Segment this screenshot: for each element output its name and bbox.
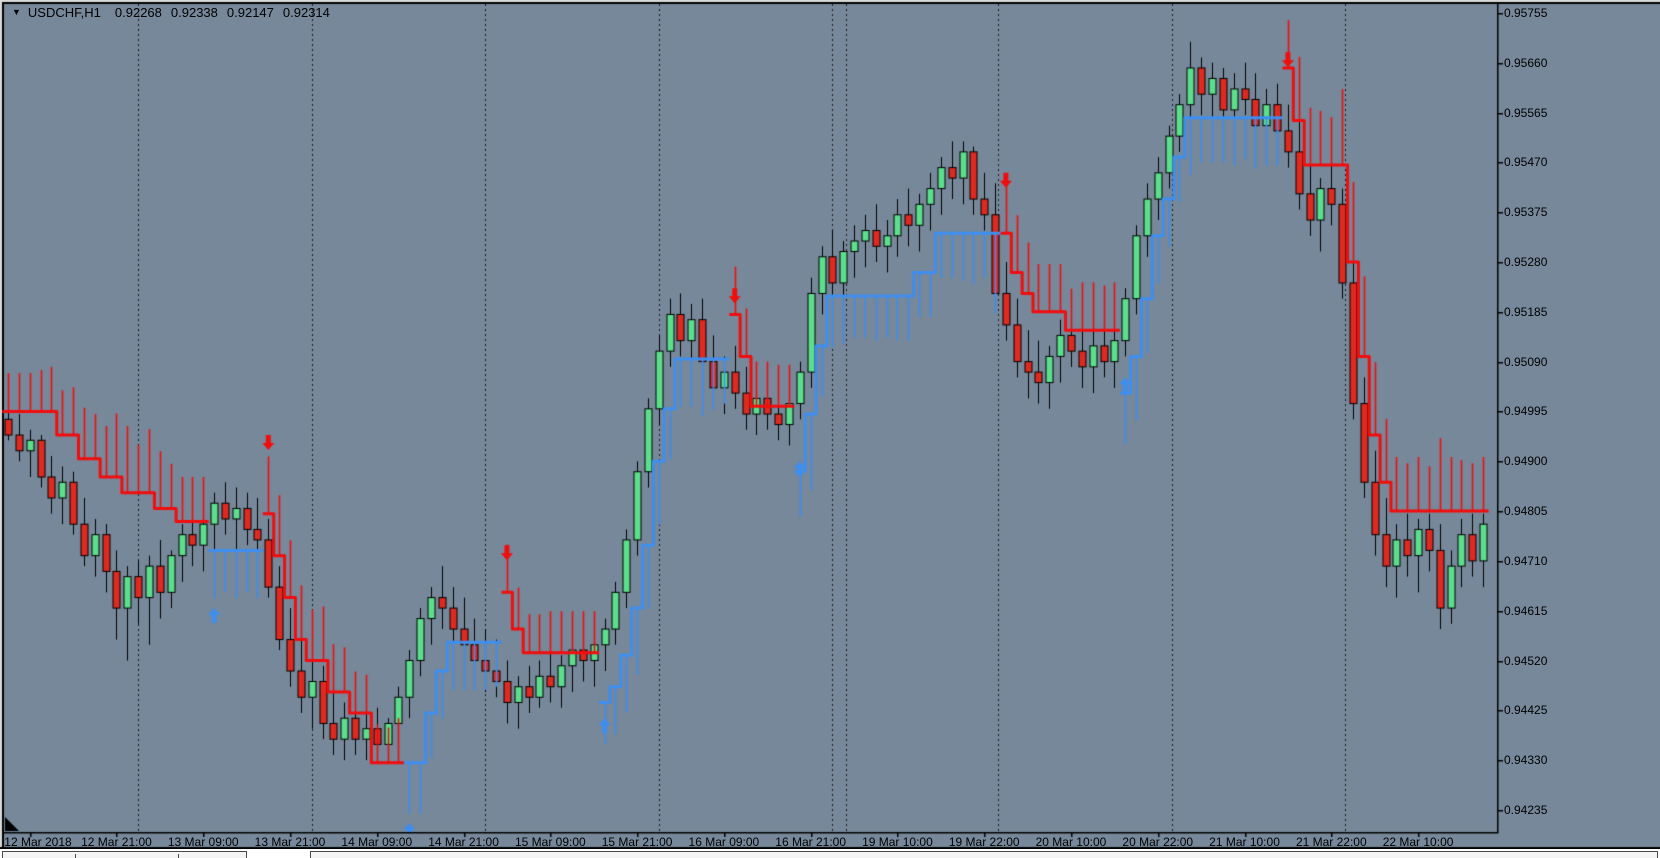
- low-price-label: 0.92147: [226, 5, 274, 20]
- docked-panel-strip: [0, 849, 1660, 858]
- price-axis-label: 0.95185: [1504, 304, 1548, 319]
- time-axis-label: 16 Mar 09:00: [688, 835, 760, 849]
- price-axis-label: 0.95375: [1504, 205, 1548, 220]
- time-axis-label: 20 Mar 10:00: [1035, 835, 1107, 849]
- price-axis-label: 0.94425: [1504, 703, 1548, 718]
- time-axis-label: 12 Mar 21:00: [81, 835, 152, 849]
- price-axis-label: 0.94615: [1504, 603, 1548, 618]
- high-price-label: 0.92338: [170, 5, 218, 20]
- time-axis-label: 21 Mar 10:00: [1209, 835, 1280, 849]
- time-axis-label: 22 Mar 10:00: [1382, 835, 1454, 849]
- time-axis-label: 12 Mar 2018: [4, 835, 72, 849]
- time-axis-label: 20 Mar 22:00: [1122, 835, 1194, 849]
- price-axis-label: 0.94710: [1504, 553, 1548, 568]
- price-axis-label: 0.95470: [1504, 155, 1548, 170]
- close-price-label: 0.92314: [282, 5, 330, 20]
- time-axis-label: 15 Mar 21:00: [601, 835, 673, 849]
- price-axis-label: 0.95755: [1504, 5, 1548, 20]
- docked-panel-left-edge[interactable]: [2, 851, 247, 858]
- time-axis-label: 16 Mar 21:00: [775, 835, 847, 849]
- symbol-period-label: USDCHF,H1: [27, 5, 101, 20]
- panel-divider: [178, 854, 179, 858]
- time-axis-label: 14 Mar 09:00: [341, 835, 413, 849]
- price-axis-label: 0.95660: [1504, 55, 1548, 70]
- time-axis-label: 13 Mar 09:00: [167, 835, 239, 849]
- price-axis-label: 0.94805: [1504, 504, 1548, 519]
- time-axis-label: 13 Mar 21:00: [254, 835, 326, 849]
- chart-title: ▼ USDCHF,H1 0.92268 0.92338 0.92147 0.92…: [12, 5, 339, 20]
- price-axis-label: 0.95090: [1504, 354, 1548, 369]
- price-axis-label: 0.94235: [1504, 802, 1548, 817]
- price-axis-label: 0.94900: [1504, 454, 1548, 469]
- time-axis-label: 19 Mar 10:00: [862, 835, 933, 849]
- chart-dropdown-icon[interactable]: ▼: [12, 6, 21, 17]
- price-axis-label: 0.95565: [1504, 105, 1548, 120]
- panel-divider: [75, 854, 76, 858]
- time-axis-label: 21 Mar 22:00: [1295, 835, 1367, 849]
- price-axis-label: 0.94330: [1504, 753, 1548, 768]
- price-axis-label: 0.94520: [1504, 653, 1548, 668]
- docked-panel-right-edge[interactable]: [310, 851, 1658, 858]
- time-axis-label: 15 Mar 09:00: [514, 835, 586, 849]
- price-axis-label: 0.94995: [1504, 404, 1548, 419]
- time-axis-label: 19 Mar 22:00: [948, 835, 1020, 849]
- price-axis-label: 0.95280: [1504, 254, 1548, 269]
- open-price-label: 0.92268: [114, 5, 162, 20]
- time-axis-label: 14 Mar 21:00: [428, 835, 499, 849]
